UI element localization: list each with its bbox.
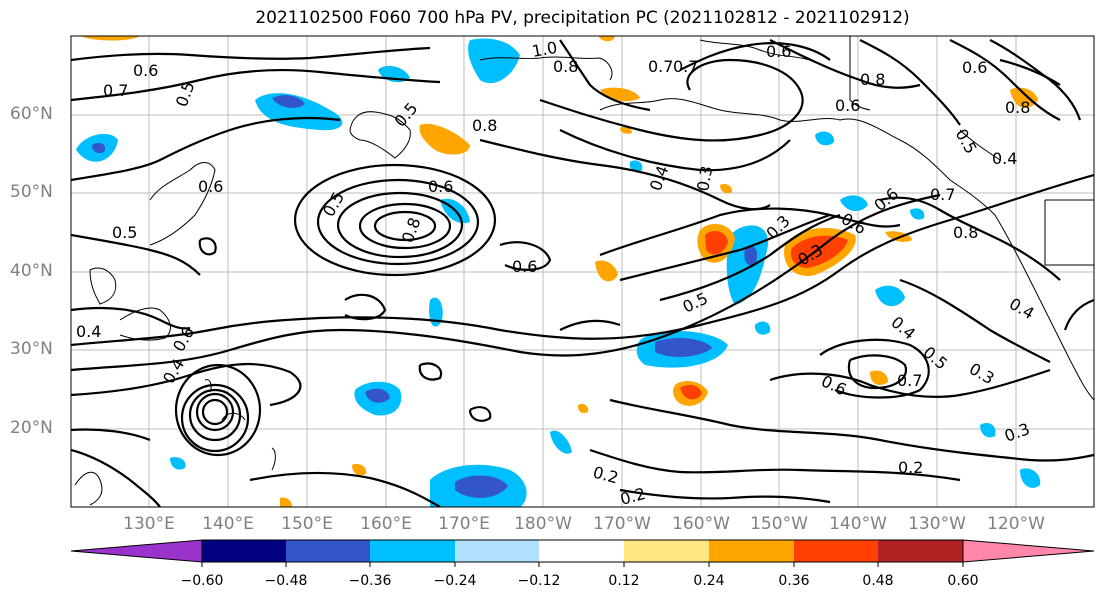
contour-label: 0.6	[198, 177, 223, 196]
colorbar-tick-label: 0.48	[862, 573, 894, 589]
colorbar-segment	[286, 540, 370, 562]
colorbar-tick-label: −0.48	[264, 573, 308, 589]
coastlines	[74, 36, 1094, 506]
contour-label: 0.7	[673, 57, 698, 76]
colorbar-segment	[794, 540, 878, 562]
contour-label: 0.3	[693, 164, 716, 192]
colorbar-tick-label: 0.60	[947, 573, 979, 589]
contour-label: 0.4	[76, 322, 101, 341]
pv-contours	[71, 39, 1094, 507]
lon-label: 180°W	[514, 514, 572, 534]
plot-frame	[70, 35, 1095, 508]
colorbar-outline	[201, 539, 964, 563]
colorbar-tick-label: −0.60	[180, 573, 224, 589]
colorbar-extend-max	[962, 539, 1095, 563]
lon-label: 160°W	[672, 514, 730, 534]
contour-label: 0.6	[512, 257, 537, 276]
contour-label: 0.4	[992, 149, 1017, 168]
colorbar-tick-label: 0.36	[778, 573, 810, 589]
contour-label: 0.6	[133, 61, 158, 80]
contour-label: 0.8	[553, 57, 578, 76]
contour-label: 0.7	[648, 57, 673, 76]
contour-label: 0.8	[472, 116, 497, 135]
lon-label: 170°W	[593, 514, 651, 534]
contour-label: 0.2	[618, 484, 648, 509]
contour-label: 0.7	[103, 81, 128, 100]
colorbar-segment	[202, 540, 286, 562]
colorbar-tick-label: 0.12	[608, 573, 640, 589]
lon-label: 140°W	[829, 514, 887, 534]
lon-label: 120°W	[987, 514, 1045, 534]
lat-label: 40°N	[10, 261, 53, 281]
colorbar-tick-label: −0.36	[348, 573, 392, 589]
lat-label: 20°N	[10, 418, 53, 438]
lon-label: 170°E	[438, 514, 490, 534]
contour-label: 0.6	[766, 42, 791, 61]
lon-label: 130°E	[123, 514, 175, 534]
lon-label: 140°E	[202, 514, 254, 534]
colorbar-segment	[878, 540, 963, 562]
contour-label: 0.6	[835, 96, 860, 115]
colorbar-segment	[539, 540, 624, 562]
lat-label: 60°N	[10, 104, 53, 124]
colorbar-segment	[455, 540, 539, 562]
colorbar-segment	[624, 540, 709, 562]
lon-label: 150°E	[281, 514, 333, 534]
contour-label: 0.7	[897, 371, 922, 390]
contour-label: 0.6	[962, 58, 987, 77]
contour-label: 0.7	[930, 185, 955, 204]
lon-label: 150°W	[750, 514, 808, 534]
lon-label: 130°W	[908, 514, 966, 534]
map-title: 2021102500 F060 700 hPa PV, precipitatio…	[255, 8, 910, 28]
colorbar-tick-label: −0.12	[517, 573, 561, 589]
lat-label: 50°N	[10, 182, 53, 202]
lon-label: 160°E	[360, 514, 412, 534]
precip-negative-shading	[76, 38, 1041, 507]
colorbar-segment	[370, 540, 455, 562]
colorbar	[70, 539, 1095, 567]
colorbar-extend-min	[70, 539, 203, 563]
contour-label: 0.8	[1005, 98, 1030, 117]
colorbar-tick-label: −0.24	[433, 573, 477, 589]
contour-label: 0.8	[860, 70, 885, 89]
contour-label: 1.0	[530, 38, 558, 61]
colorbar-segment	[709, 540, 794, 562]
contour-label: 0.6	[428, 177, 453, 196]
contour-label: 0.5	[112, 223, 137, 242]
colorbar-tick-label: 0.24	[693, 573, 725, 589]
contour-label: 0.8	[953, 223, 978, 242]
lat-label: 30°N	[10, 339, 53, 359]
precip-positive-shading	[80, 36, 1038, 507]
contour-label: 0.2	[898, 458, 923, 477]
